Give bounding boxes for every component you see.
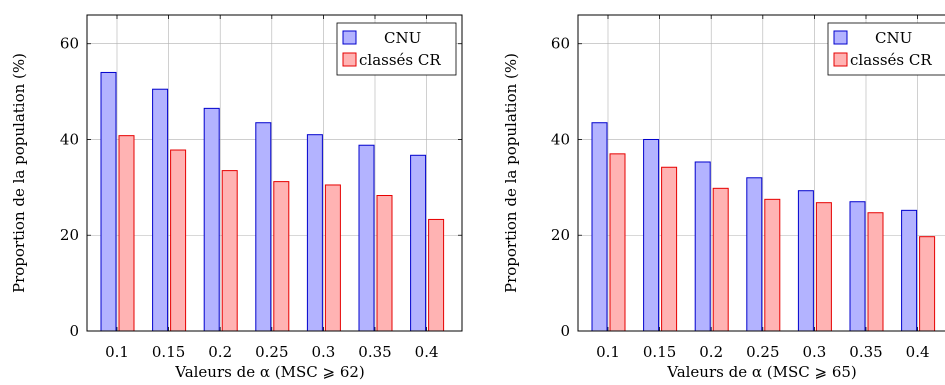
x-tick-label: 0.2 <box>208 343 232 361</box>
legend-label-cr: classés CR <box>359 51 441 69</box>
bar-cr-0.1 <box>609 153 626 332</box>
legend-swatch-cnu <box>342 30 357 45</box>
plot-frame <box>577 14 945 332</box>
bar-cnu-0.35 <box>849 201 866 332</box>
bar-cnu-0.25 <box>255 122 272 332</box>
legend-swatch-cr <box>342 52 357 67</box>
bar-cnu-0.1 <box>591 122 608 332</box>
x-tick-label: 0.3 <box>311 343 335 361</box>
y-axis-label: Proportion de la population (%) <box>502 53 520 293</box>
bar-cnu-0.2 <box>694 161 711 332</box>
legend: CNU classés CR <box>827 22 945 76</box>
x-tick-label: 0.3 <box>802 343 826 361</box>
bar-cr-0.3 <box>815 202 832 332</box>
bar-cr-0.15 <box>170 149 187 332</box>
x-tick-label: 0.15 <box>152 343 185 361</box>
bar-cr-0.15 <box>661 166 678 332</box>
x-tick-label: 0.15 <box>643 343 676 361</box>
x-tick-label: 0.1 <box>596 343 620 361</box>
bar-cnu-0.3 <box>797 190 814 332</box>
x-tick-label: 0.35 <box>849 343 882 361</box>
bar-cnu-0.4 <box>901 209 918 332</box>
y-tick-label: 40 <box>551 130 570 148</box>
chart-panel-2: 0.1 0.15 0.2 0.25 0.3 0.35 0.4 0 20 40 60 Valeurs d… <box>502 14 945 381</box>
bar-cnu-0.3 <box>306 134 323 332</box>
legend-label-cnu: CNU <box>875 29 912 47</box>
y-tick-label: 60 <box>551 35 570 53</box>
plot-frame <box>86 14 463 332</box>
bar-cr-0.4 <box>428 218 445 332</box>
x-tick-label: 0.25 <box>255 343 288 361</box>
y-tick-label: 40 <box>60 130 79 148</box>
bar-cr-0.1 <box>118 135 135 332</box>
bar-cnu-0.15 <box>152 88 169 332</box>
legend-label-cr: classés CR <box>850 51 932 69</box>
bar-cr-0.35 <box>867 212 884 332</box>
y-tick-label: 20 <box>551 226 570 244</box>
bar-cr-0.35 <box>376 195 393 332</box>
bar-cnu-0.2 <box>203 107 220 332</box>
bar-cnu-0.35 <box>358 144 375 332</box>
bar-cr-0.4 <box>919 236 936 332</box>
x-axis-label: Valeurs de α (MSC ⩾ 65) <box>666 363 857 381</box>
legend-box <box>336 22 457 76</box>
y-tick-label: 0 <box>560 322 570 340</box>
bar-cnu-0.4 <box>410 154 427 332</box>
y-tick-label: 0 <box>69 322 79 340</box>
bar-cr-0.3 <box>324 184 341 332</box>
y-tick-label: 60 <box>60 35 79 53</box>
x-tick-label: 0.4 <box>415 343 439 361</box>
x-tick-label: 0.4 <box>906 343 930 361</box>
x-axis-label: Valeurs de α (MSC ⩾ 62) <box>174 363 365 381</box>
x-tick-label: 0.2 <box>699 343 723 361</box>
legend: CNU classés CR <box>336 22 457 76</box>
legend-swatch-cr <box>833 52 848 67</box>
x-tick-label: 0.35 <box>358 343 391 361</box>
bar-cnu-0.1 <box>100 71 117 332</box>
x-tick-label: 0.1 <box>105 343 129 361</box>
bar-cr-0.2 <box>712 187 729 332</box>
bar-cnu-0.25 <box>746 177 763 332</box>
y-tick-label: 20 <box>60 226 79 244</box>
x-tick-label: 0.25 <box>746 343 779 361</box>
legend-label-cnu: CNU <box>384 29 421 47</box>
bar-cr-0.2 <box>221 170 238 332</box>
bar-cr-0.25 <box>273 181 290 332</box>
y-axis-label: Proportion de la population (%) <box>10 53 28 293</box>
chart-panel-1: 0.1 0.15 0.2 0.25 0.3 0.35 0.4 0 20 40 60 Valeurs d… <box>10 14 463 381</box>
bar-cr-0.25 <box>764 198 781 332</box>
bar-cnu-0.15 <box>643 138 660 332</box>
legend-swatch-cnu <box>833 30 848 45</box>
